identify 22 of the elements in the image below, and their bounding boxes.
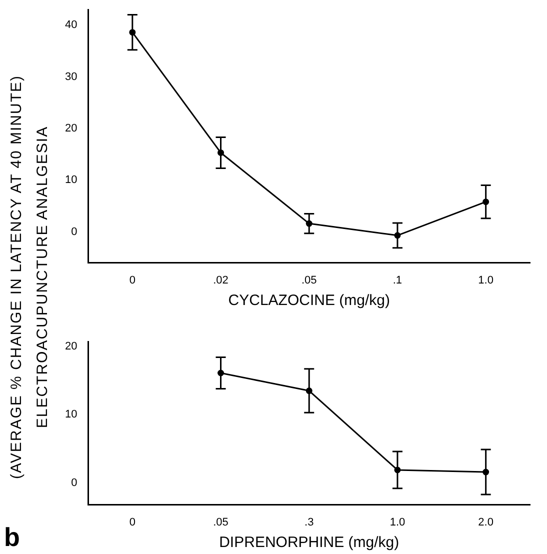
x-axis-title: CYCLAZOCINE (mg/kg) [228,292,390,310]
x-tick-label: 1.0 [478,274,494,286]
y-tick-label: 0 [71,226,78,238]
x-tick-label: 0 [129,274,136,286]
y-axis-title: (AVERAGE % CHANGE IN LATENCY AT 40 MINUTE) ELECTROACUPUNCTURE ANALGESIA [7,74,52,480]
text: b [4,522,20,553]
x-tick-label: 2.0 [478,516,494,528]
x-tick-label: .05 [301,274,317,286]
x-axis-title: DIPRENORPHINE (mg/kg) [219,534,400,552]
x-tick-label: .1 [392,274,402,286]
y-tick-label: 0 [71,476,78,489]
x-tick-label: 0 [129,516,136,528]
y-tick-label: 30 [64,70,78,83]
y-tick-label: 10 [64,408,78,421]
x-tick-label: .05 [213,516,228,528]
y-tick-label: 20 [64,340,78,352]
y-tick-label: 20 [64,122,78,134]
y-tick-label: 10 [64,174,78,186]
x-tick-label: 1.0 [390,516,406,528]
x-tick-label: .02 [213,274,228,286]
y-tick-label: 40 [64,19,78,32]
x-tick-label: .3 [304,516,314,528]
